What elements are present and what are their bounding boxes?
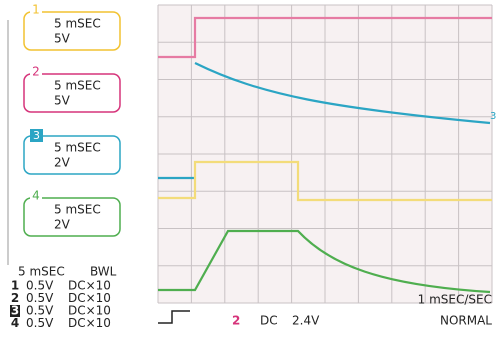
trigger-level: 2.4V <box>292 314 320 328</box>
settings-time: 5 mSEC <box>18 265 65 279</box>
timebase: 1 mSEC/SEC <box>418 293 492 307</box>
channel-number: 2 <box>32 65 40 79</box>
row-number: 4 <box>11 316 19 330</box>
channel-time: 5 mSEC <box>54 203 101 217</box>
channel-volts: 5V <box>54 94 71 108</box>
channel-number: 3 <box>33 129 40 142</box>
channel-volts: 2V <box>54 218 71 232</box>
channel-number: 4 <box>32 189 40 203</box>
channel-time: 5 mSEC <box>54 141 101 155</box>
mode: NORMAL <box>440 314 492 328</box>
row-volts: 0.5V <box>26 316 54 330</box>
marker: 3 <box>490 111 496 122</box>
settings-filter: BWL <box>90 265 117 279</box>
channel-time: 5 mSEC <box>54 79 101 93</box>
channel-volts: 2V <box>54 156 71 170</box>
trigger-coupling: DC <box>260 314 278 328</box>
row-coupling: DC×10 <box>68 316 111 330</box>
channel-volts: 5V <box>54 32 71 46</box>
channel-time: 5 mSEC <box>54 17 101 31</box>
trigger-channel: 2 <box>232 314 240 328</box>
channel-number: 1 <box>32 3 40 17</box>
scope-screen: 3 15 mSEC5V25 mSEC5V35 mSEC2V45 mSEC2V 5… <box>0 0 498 363</box>
